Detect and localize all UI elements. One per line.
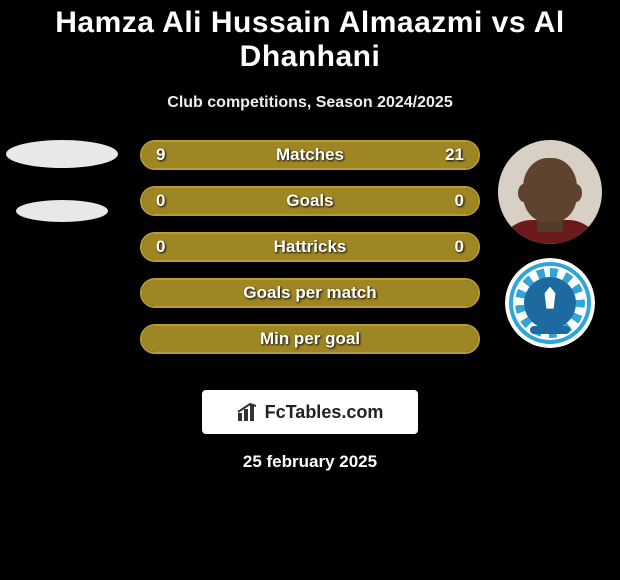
stat-bar: Min per goal: [140, 324, 480, 354]
stat-bar: 0 0 Goals: [140, 186, 480, 216]
stat-bar: 0 0 Hattricks: [140, 232, 480, 262]
page-title: Hamza Ali Hussain Almaazmi vs Al Dhanhan…: [0, 0, 620, 74]
subtitle: Club competitions, Season 2024/2025: [0, 94, 620, 112]
stat-left-value: 9: [156, 142, 165, 168]
stat-right-value: 0: [455, 234, 464, 260]
stat-right-value: 0: [455, 188, 464, 214]
stat-label: Goals: [286, 191, 333, 211]
stat-left-value: 0: [156, 188, 165, 214]
branding-text: FcTables.com: [265, 402, 384, 423]
stat-label: Matches: [276, 145, 344, 165]
left-player-avatar: [2, 140, 122, 222]
date-label: 25 february 2025: [0, 452, 620, 472]
stat-label: Goals per match: [243, 283, 376, 303]
stat-bar: Goals per match: [140, 278, 480, 308]
right-club-badge: [505, 258, 595, 348]
stat-label: Hattricks: [274, 237, 347, 257]
stat-label: Min per goal: [260, 329, 360, 349]
bars-icon: [237, 403, 259, 421]
stat-bar: 9 21 Matches: [140, 140, 480, 170]
stat-right-value: 21: [445, 142, 464, 168]
branding-logo: FcTables.com: [202, 390, 418, 434]
right-player-column: [490, 140, 610, 348]
comparison-panel: 9 21 Matches 0 0 Goals 0 0 Hattricks Goals per ma…: [0, 140, 620, 380]
stat-bars: 9 21 Matches 0 0 Goals 0 0 Hattricks Goals per ma…: [140, 140, 480, 370]
stat-left-value: 0: [156, 234, 165, 260]
right-player-avatar: [498, 140, 602, 244]
left-player-column: [2, 140, 122, 222]
